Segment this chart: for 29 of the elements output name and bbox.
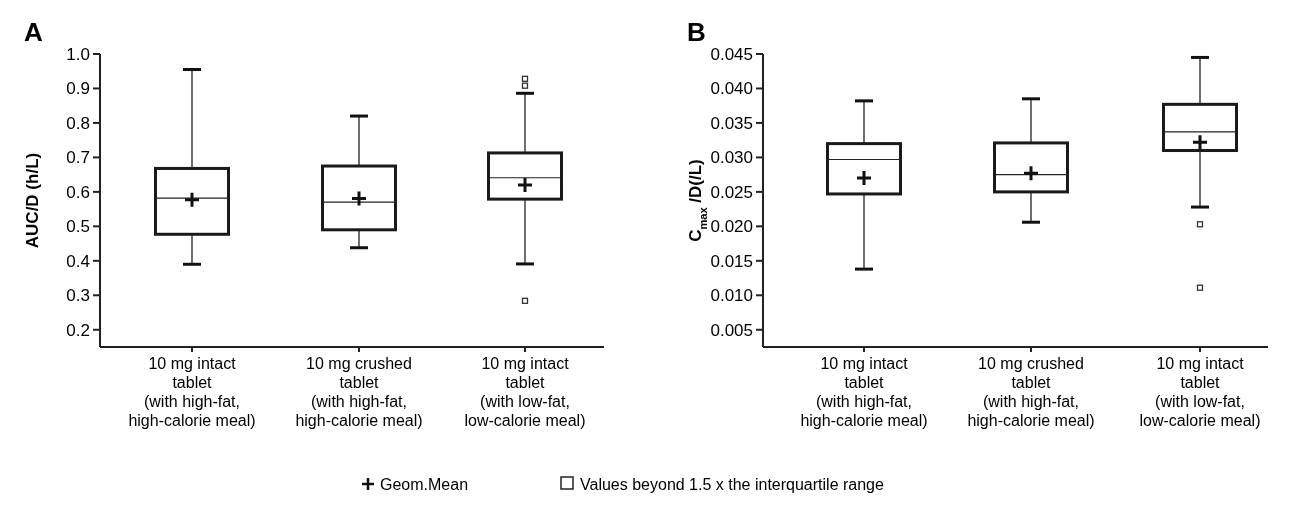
x-tick-label: 10 mg intact tablet (with low-fat, low-calorie meal) [464,355,586,429]
y-tick-label: 0.8 [66,113,90,133]
chart-title: B [687,17,706,47]
x-tick-label: 10 mg crushed tablet (with high-fat, high-calorie meal) [295,355,423,429]
y-tick-label: 1.0 [66,44,90,64]
y-tick-label: 0.6 [66,182,90,202]
y-tick-label: 0.040 [710,79,753,99]
y-tick-label: 0.035 [710,113,753,133]
x-tick-label: 10 mg intact tablet (with low-fat, low-calorie meal) [1139,355,1261,429]
y-tick-label: 0.9 [66,79,90,99]
x-tick-label: 10 mg crushed tablet (with high-fat, high-calorie meal) [967,355,1095,429]
y-tick-label: 0.015 [710,251,753,271]
y-axis-title: AUC/D (h/L) [23,152,42,249]
x-tick-label: 10 mg intact tablet (with high-fat, high-calorie meal) [128,355,256,429]
y-tick-label: 0.020 [710,217,753,237]
y-tick-label: 0.7 [66,148,90,168]
y-tick-label: 0.4 [66,251,90,271]
y-tick-label: 0.030 [710,148,753,168]
y-tick-label: 0.5 [66,217,90,237]
y-tick-label: 0.3 [66,286,90,306]
y-tick-label: 0.025 [710,182,753,202]
y-tick-label: 0.005 [710,320,753,340]
text: Geom.Mean [380,476,469,493]
chart-title: A [24,17,43,47]
y-tick-label: 0.010 [710,286,753,306]
y-tick-label: 0.045 [710,44,753,64]
y-tick-label: 0.2 [66,320,90,340]
text: Values beyond 1.5 x the interquartile range [580,476,885,493]
x-tick-label: 10 mg intact tablet (with high-fat, high-calorie meal) [800,355,928,429]
